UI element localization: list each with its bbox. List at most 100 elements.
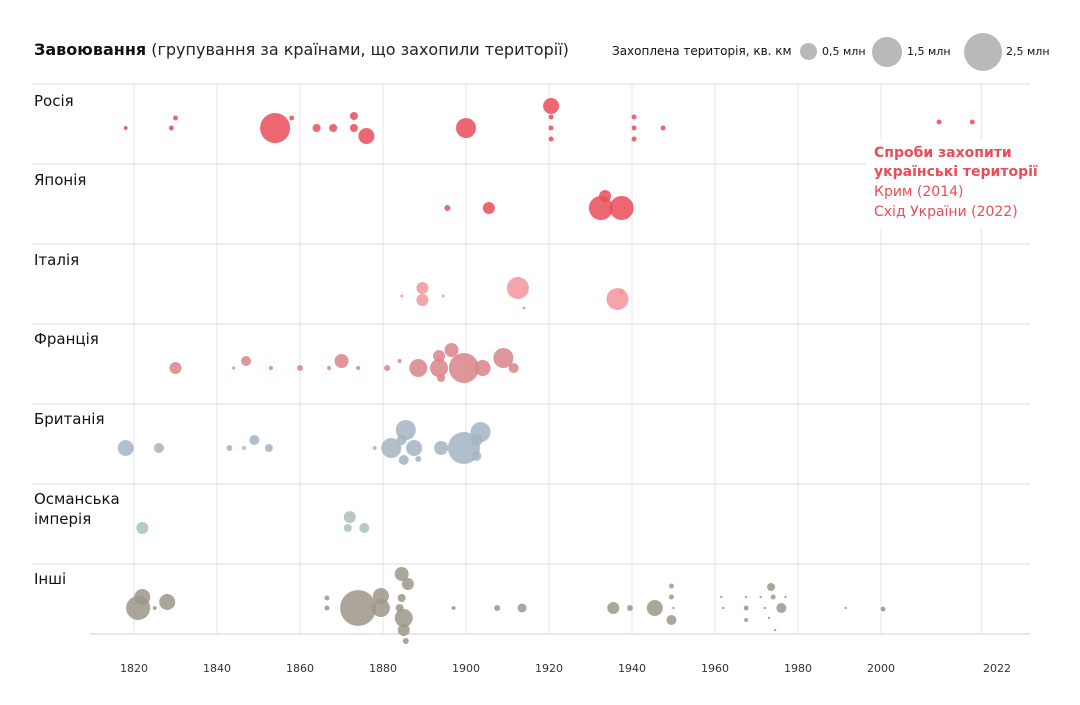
series-group	[400, 277, 629, 310]
bubble-point	[543, 98, 560, 114]
legend-label-small: 0,5 млн	[822, 45, 866, 58]
bubble-point	[666, 615, 677, 625]
x-tick-label: 1980	[784, 662, 812, 675]
bubble-point	[668, 583, 674, 589]
bubble-point	[395, 420, 416, 440]
bubble-point	[646, 600, 663, 616]
bubble-point	[444, 343, 459, 357]
bubble-point	[232, 366, 236, 370]
bubble-point	[607, 602, 620, 614]
bubble-point	[371, 599, 390, 617]
bubble-point	[441, 294, 445, 298]
bubble-point	[415, 456, 422, 462]
bubble-point	[437, 374, 446, 382]
bubble-point	[349, 124, 358, 132]
bubble-point	[631, 125, 637, 131]
bubble-point	[506, 277, 529, 299]
legend-label-large: 2,5 млн	[1006, 45, 1050, 58]
bubble-point	[372, 588, 389, 604]
bubble-point	[268, 366, 273, 370]
bubble-point	[329, 124, 338, 132]
bubble-point	[153, 443, 164, 453]
legend-label-medium: 1,5 млн	[907, 45, 951, 58]
x-tick-label: 1880	[369, 662, 397, 675]
bubble-point	[434, 441, 449, 455]
bubble-point	[400, 294, 404, 298]
bubble-point	[660, 125, 666, 131]
bubble-point	[334, 354, 349, 368]
bubble-point	[409, 359, 428, 377]
bubble-point	[397, 624, 410, 636]
bubble-point	[720, 595, 723, 599]
x-tick-label: 1900	[452, 662, 480, 675]
bubble-point	[397, 594, 406, 602]
bubble-point	[394, 609, 413, 627]
bubble-point	[312, 124, 321, 132]
bubble-point	[372, 446, 377, 450]
size-legend: Захоплена територія, кв. км 0,5 млн 1,5 …	[612, 33, 1072, 71]
bubble-point	[264, 444, 273, 452]
series-group	[169, 343, 519, 383]
bubble-point	[241, 356, 252, 366]
legend-circle-large	[964, 33, 1002, 71]
bubble-point	[776, 603, 787, 613]
bubble-point	[343, 524, 352, 532]
bubble-point	[471, 451, 482, 461]
bubble-point	[289, 115, 295, 121]
chart-title: Завоювання	[34, 40, 147, 59]
x-tick-label: 2000	[867, 662, 895, 675]
bubble-point	[260, 113, 291, 143]
bubble-point	[340, 590, 377, 626]
bubble-point	[117, 440, 134, 456]
series-group	[136, 511, 370, 534]
bubble-point	[297, 365, 303, 371]
bubble-point	[406, 440, 423, 456]
size-legend-title: Захоплена територія, кв. км	[612, 44, 792, 58]
bubble-point	[784, 595, 787, 599]
bubble-point	[359, 523, 370, 533]
chart-title-block: Завоювання (групування за країнами, що з…	[34, 40, 569, 59]
bubble-point	[548, 136, 554, 142]
x-tick-label: 1820	[120, 662, 148, 675]
bubble-point	[626, 605, 633, 611]
chart-subtitle: (групування за країнами, що захопили тер…	[151, 40, 569, 59]
bubble-point	[668, 594, 674, 600]
bubble-point	[844, 606, 847, 610]
bubble-point	[493, 348, 514, 368]
bubble-point	[470, 422, 491, 442]
bubble-point	[548, 114, 554, 120]
x-tick-label: 2022	[983, 662, 1011, 675]
bubble-point	[763, 606, 766, 610]
bubble-point	[249, 435, 260, 445]
bubble-point	[969, 119, 975, 125]
bubble-point	[743, 605, 749, 611]
bubble-point	[631, 136, 637, 142]
bubble-point	[631, 114, 637, 120]
bubble-point	[448, 353, 479, 383]
bubble-point	[744, 618, 749, 622]
bubble-point	[402, 638, 409, 644]
bubble-point	[173, 115, 178, 121]
bubble-point	[494, 605, 501, 611]
bubble-point	[548, 125, 554, 131]
bubble-point	[451, 606, 456, 610]
bubble-point	[241, 446, 246, 450]
bubble-point	[744, 595, 748, 599]
x-tick-label: 1940	[618, 662, 646, 675]
ukraine-annotation: Спроби захопити українські території Кри…	[866, 140, 1074, 228]
row-label-russia: Росія	[34, 92, 74, 110]
series-group	[117, 420, 491, 465]
bubble-point	[324, 595, 330, 601]
bubble-point	[226, 445, 233, 451]
row-label-ottoman: Османська імперія	[34, 490, 120, 528]
x-tick-label: 1920	[535, 662, 563, 675]
bubble-point	[672, 606, 675, 610]
bubble-point	[936, 119, 942, 125]
bubble-point	[588, 196, 613, 220]
bubble-point	[152, 606, 157, 610]
x-tick-label: 1860	[286, 662, 314, 675]
row-label-france: Франція	[34, 330, 99, 348]
bubble-point	[324, 605, 330, 611]
bubble-point	[358, 128, 375, 144]
x-tick-label: 1840	[203, 662, 231, 675]
